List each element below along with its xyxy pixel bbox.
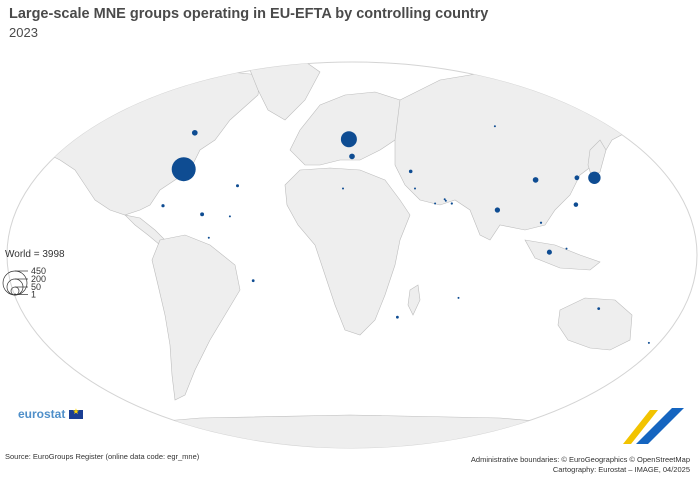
mne-bubble-21 bbox=[443, 198, 446, 201]
map-title: Large-scale MNE groups operating in EU-E… bbox=[9, 6, 489, 22]
mne-bubble-10 bbox=[251, 279, 255, 283]
mne-bubble-17 bbox=[414, 187, 416, 190]
mne-bubble-20 bbox=[450, 202, 453, 205]
eurostat-logo-text: eurostat bbox=[18, 407, 66, 421]
landmass-southeast-asia bbox=[524, 239, 601, 271]
mne-bubble-9 bbox=[573, 202, 579, 207]
landmass-australia bbox=[557, 297, 633, 351]
mne-bubble-27 bbox=[342, 187, 344, 190]
landmass-madagascar bbox=[407, 284, 421, 316]
legend-label-1: 1 bbox=[31, 290, 36, 300]
legend-size-circles bbox=[2, 270, 28, 296]
mne-bubble-12 bbox=[161, 204, 165, 208]
credits: Administrative boundaries: © EuroGeograp… bbox=[471, 455, 690, 475]
mne-bubble-7 bbox=[494, 207, 501, 213]
landmass-africa bbox=[284, 167, 411, 336]
mne-bubble-19 bbox=[444, 199, 447, 202]
mne-bubble-0 bbox=[171, 157, 196, 182]
mne-bubble-26 bbox=[493, 125, 496, 128]
mne-bubbles bbox=[161, 125, 650, 344]
mne-bubble-11 bbox=[236, 184, 239, 188]
mne-bubble-25 bbox=[539, 221, 543, 224]
mne-bubble-16 bbox=[408, 169, 413, 174]
mne-bubble-4 bbox=[191, 129, 198, 136]
mne-bubble-13 bbox=[200, 212, 205, 217]
map-subtitle: 2023 bbox=[9, 25, 38, 40]
mne-bubble-5 bbox=[532, 177, 539, 183]
mne-bubble-28 bbox=[647, 341, 650, 344]
eurostat-logo: eurostat bbox=[18, 407, 84, 421]
mne-bubble-15 bbox=[207, 236, 210, 239]
eu-flag-icon bbox=[69, 407, 84, 419]
landmass-japan bbox=[587, 139, 607, 179]
mne-bubble-8 bbox=[546, 249, 552, 255]
landmass-south-america bbox=[151, 234, 241, 401]
legend-label-450: 450 bbox=[31, 266, 46, 276]
legend-world-total: World = 3998 bbox=[5, 249, 65, 260]
cartography-credit: Cartography: Eurostat – IMAGE, 04/2025 bbox=[552, 465, 690, 474]
mne-bubble-24 bbox=[396, 315, 399, 319]
landmass-new-zealand bbox=[651, 351, 666, 373]
mne-bubble-29 bbox=[565, 247, 568, 250]
mne-bubble-23 bbox=[597, 307, 601, 310]
mne-bubble-18 bbox=[434, 202, 437, 205]
mne-bubble-3 bbox=[588, 171, 601, 184]
mne-bubble-14 bbox=[228, 215, 231, 218]
mne-bubble-2 bbox=[349, 153, 355, 160]
image-logo-icon bbox=[623, 408, 684, 444]
legend-label-200: 200 bbox=[31, 274, 46, 284]
mne-bubble-22 bbox=[457, 296, 460, 299]
landmass-greenland bbox=[249, 62, 321, 121]
source-note: Source: EuroGroups Register (online data… bbox=[5, 452, 200, 461]
mne-bubble-6 bbox=[574, 175, 580, 181]
mne-bubble-1 bbox=[340, 131, 357, 148]
legend-label-50: 50 bbox=[31, 282, 41, 292]
boundaries-credit: Administrative boundaries: © EuroGeograp… bbox=[470, 455, 690, 464]
